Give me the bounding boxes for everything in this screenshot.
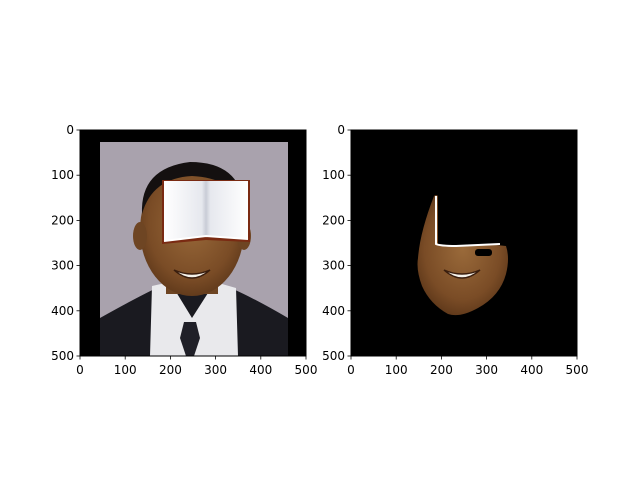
right-axes-frame <box>350 129 578 357</box>
left-image-occluder <box>162 180 250 244</box>
right-ytick-label: 200 <box>322 213 345 227</box>
right-image-face-segment <box>417 195 508 316</box>
left-xtick-label: 400 <box>249 363 272 377</box>
left-xtick-label: 500 <box>295 363 318 377</box>
left-image-left-ear <box>133 222 147 250</box>
right-xtick-label: 300 <box>475 363 498 377</box>
right-image-hole <box>475 249 492 256</box>
right-image-mouth <box>443 269 481 279</box>
left-image-mouth <box>173 269 211 279</box>
right-image <box>351 130 577 356</box>
left-ytick-label: 0 <box>66 123 74 137</box>
right-image-edge-artifact <box>435 196 501 248</box>
left-xtick-label: 300 <box>204 363 227 377</box>
left-image-tie <box>180 322 200 356</box>
right-xtick-label: 400 <box>520 363 543 377</box>
left-ytick-label: 200 <box>51 213 74 227</box>
right-image-background <box>351 130 577 356</box>
right-ytick-label: 500 <box>322 349 345 363</box>
left-image <box>80 130 306 356</box>
left-ytick-label: 400 <box>51 304 74 318</box>
left-image-shirt <box>150 282 238 356</box>
right-ytick-label: 300 <box>322 259 345 273</box>
left-xtick-label: 200 <box>159 363 182 377</box>
right-ytick-label: 0 <box>337 123 345 137</box>
left-axes-frame <box>79 129 307 357</box>
right-xtick-label: 200 <box>430 363 453 377</box>
right-xtick-label: 500 <box>566 363 589 377</box>
right-ytick-label: 100 <box>322 168 345 182</box>
left-xtick-label: 0 <box>76 363 84 377</box>
right-xtick-label: 0 <box>347 363 355 377</box>
right-ytick-label: 400 <box>322 304 345 318</box>
left-image-hair <box>141 162 244 214</box>
left-ytick-label: 500 <box>51 349 74 363</box>
left-ytick-label: 300 <box>51 259 74 273</box>
right-xtick-label: 100 <box>385 363 408 377</box>
left-ytick-label: 100 <box>51 168 74 182</box>
left-xtick-label: 100 <box>114 363 137 377</box>
